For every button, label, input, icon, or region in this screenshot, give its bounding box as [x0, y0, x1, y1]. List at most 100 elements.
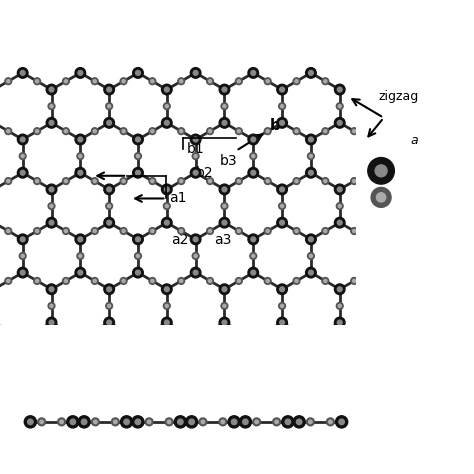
Circle shape: [104, 317, 114, 328]
Circle shape: [48, 103, 55, 109]
Circle shape: [180, 80, 183, 83]
Circle shape: [164, 320, 169, 325]
Circle shape: [277, 218, 287, 228]
Circle shape: [308, 253, 314, 259]
Circle shape: [306, 68, 316, 78]
Circle shape: [122, 80, 125, 83]
Circle shape: [91, 228, 98, 235]
Circle shape: [34, 78, 40, 85]
Circle shape: [375, 165, 387, 177]
Circle shape: [209, 80, 211, 83]
Circle shape: [266, 180, 269, 182]
Circle shape: [193, 137, 198, 142]
Circle shape: [63, 128, 69, 135]
Circle shape: [93, 180, 96, 182]
Circle shape: [178, 228, 184, 235]
Circle shape: [207, 277, 213, 284]
Circle shape: [322, 178, 329, 184]
Circle shape: [280, 87, 284, 92]
Circle shape: [94, 420, 97, 424]
Circle shape: [49, 287, 54, 292]
Circle shape: [78, 71, 83, 75]
Circle shape: [309, 270, 313, 275]
Circle shape: [124, 419, 129, 425]
Circle shape: [78, 270, 83, 275]
Circle shape: [21, 255, 24, 257]
Circle shape: [285, 419, 291, 425]
Circle shape: [337, 103, 343, 109]
Circle shape: [328, 420, 332, 424]
Circle shape: [122, 180, 125, 182]
Circle shape: [120, 228, 127, 235]
Circle shape: [221, 302, 228, 310]
Circle shape: [20, 170, 25, 175]
Circle shape: [27, 419, 33, 425]
Circle shape: [34, 178, 40, 184]
Circle shape: [78, 137, 83, 142]
Circle shape: [78, 237, 83, 242]
Circle shape: [371, 187, 391, 207]
Circle shape: [336, 416, 348, 428]
Circle shape: [114, 420, 117, 424]
Circle shape: [322, 128, 329, 135]
Circle shape: [93, 279, 96, 283]
Circle shape: [337, 203, 343, 210]
Circle shape: [223, 105, 226, 108]
Circle shape: [264, 277, 271, 284]
Circle shape: [162, 218, 172, 228]
Circle shape: [351, 228, 357, 235]
Circle shape: [20, 270, 25, 275]
Circle shape: [236, 128, 242, 135]
Circle shape: [252, 155, 255, 158]
Circle shape: [164, 187, 169, 192]
Circle shape: [132, 416, 144, 428]
Circle shape: [91, 277, 98, 284]
Circle shape: [50, 105, 53, 108]
Circle shape: [266, 229, 269, 233]
Circle shape: [93, 229, 96, 233]
Circle shape: [191, 134, 201, 145]
Circle shape: [40, 420, 44, 424]
Circle shape: [147, 420, 151, 424]
Circle shape: [108, 105, 111, 108]
Circle shape: [120, 416, 133, 428]
Circle shape: [137, 255, 139, 257]
Text: a: a: [73, 165, 84, 180]
Circle shape: [335, 317, 345, 328]
Circle shape: [5, 277, 12, 284]
Circle shape: [324, 129, 327, 133]
Circle shape: [165, 204, 168, 208]
Circle shape: [266, 279, 269, 283]
Circle shape: [221, 420, 225, 424]
Circle shape: [280, 320, 284, 325]
Circle shape: [165, 304, 168, 308]
Text: a: a: [410, 134, 418, 147]
Circle shape: [149, 178, 156, 184]
Circle shape: [209, 129, 211, 133]
Circle shape: [106, 203, 112, 210]
Circle shape: [93, 80, 96, 83]
Circle shape: [252, 255, 255, 257]
Circle shape: [149, 228, 156, 235]
Circle shape: [18, 167, 28, 178]
Circle shape: [194, 255, 197, 257]
Circle shape: [251, 237, 255, 242]
Circle shape: [295, 129, 298, 133]
Circle shape: [251, 170, 255, 175]
Circle shape: [243, 419, 248, 425]
Circle shape: [306, 134, 316, 145]
Circle shape: [104, 284, 114, 294]
Circle shape: [178, 78, 184, 85]
Circle shape: [295, 80, 298, 83]
Circle shape: [219, 418, 227, 426]
Circle shape: [104, 84, 114, 95]
Circle shape: [281, 105, 283, 108]
Circle shape: [277, 284, 287, 294]
Circle shape: [223, 304, 226, 308]
Text: b2: b2: [195, 166, 213, 180]
Circle shape: [107, 187, 111, 192]
Circle shape: [228, 416, 240, 428]
Circle shape: [135, 419, 141, 425]
Circle shape: [46, 184, 57, 195]
Circle shape: [310, 155, 312, 158]
